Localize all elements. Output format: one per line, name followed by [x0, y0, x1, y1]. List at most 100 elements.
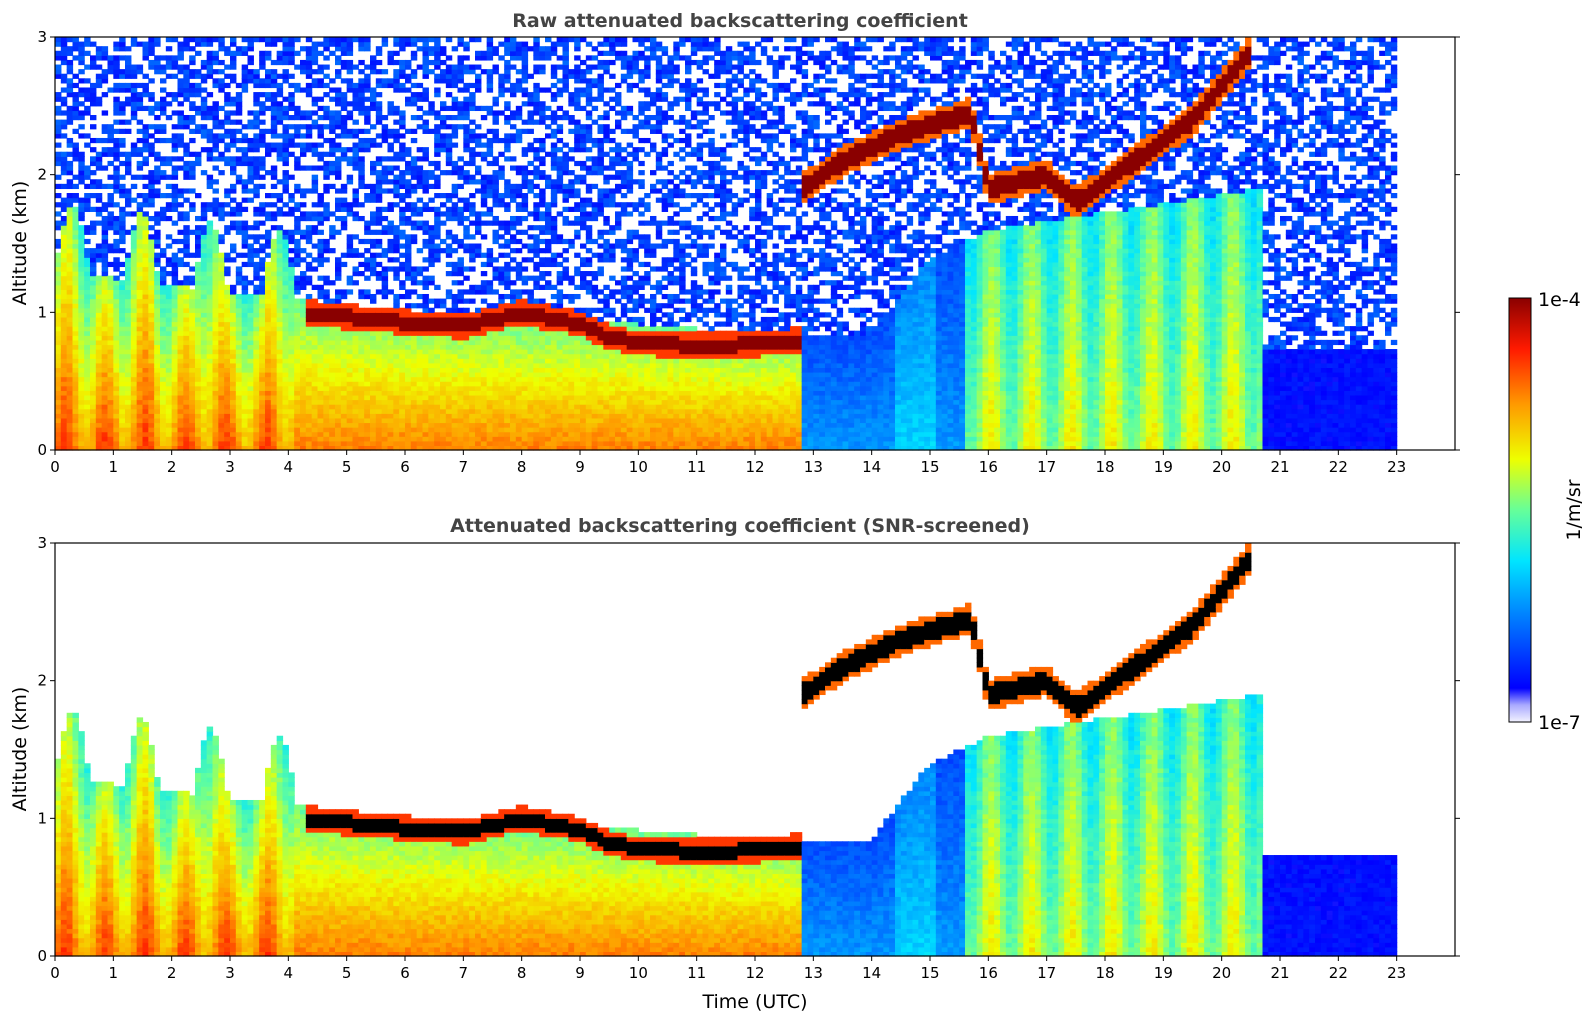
heatmap-cell [218, 377, 224, 382]
heatmap-cell [417, 198, 423, 203]
heatmap-cell [137, 335, 143, 340]
heatmap-cell [253, 101, 259, 106]
heatmap-cell [428, 436, 434, 441]
heatmap-cell [131, 271, 137, 276]
heatmap-cell [259, 285, 265, 290]
heatmap-cell [358, 202, 364, 207]
heatmap-cell [125, 87, 131, 92]
heatmap-cell [463, 418, 469, 423]
heatmap-cell [446, 69, 452, 74]
heatmap-cell [218, 432, 224, 437]
heatmap-cell [137, 239, 143, 244]
heatmap-cell [358, 271, 364, 276]
heatmap-cell [271, 422, 277, 427]
heatmap-cell [312, 211, 318, 216]
heatmap-cell [96, 340, 102, 345]
heatmap-cell [353, 92, 359, 97]
heatmap-cell [61, 285, 67, 290]
heatmap-cell [253, 234, 259, 239]
heatmap-cell [195, 276, 201, 281]
heatmap-cell [213, 147, 219, 152]
heatmap-cell [312, 367, 318, 372]
heatmap-cell [452, 422, 458, 427]
heatmap-cell [236, 354, 242, 359]
heatmap-cell [218, 133, 224, 138]
heatmap-cell [265, 354, 271, 359]
heatmap-cell [160, 276, 166, 281]
heatmap-cell [434, 60, 440, 65]
heatmap-cell [423, 74, 429, 79]
heatmap-cell [143, 308, 149, 313]
heatmap-cell [90, 358, 96, 363]
heatmap-cell [242, 138, 248, 143]
heatmap-cell [73, 230, 79, 235]
heatmap-cell [323, 211, 329, 216]
heatmap-cell [143, 129, 149, 134]
heatmap-cell [78, 46, 84, 51]
heatmap-cell [248, 165, 254, 170]
heatmap-cell [294, 418, 300, 423]
heatmap-cell [137, 422, 143, 427]
heatmap-cell [364, 441, 370, 446]
heatmap-cell [113, 120, 119, 125]
heatmap-cell [417, 184, 423, 189]
heatmap-cell [78, 413, 84, 418]
heatmap-cell [353, 271, 359, 276]
heatmap-cell [183, 230, 189, 235]
heatmap-cell [388, 156, 394, 161]
heatmap-cell [67, 432, 73, 437]
heatmap-cell [405, 418, 411, 423]
heatmap-cell [148, 436, 154, 441]
heatmap-cell [113, 418, 119, 423]
heatmap-cell [154, 436, 160, 441]
heatmap-cell [411, 413, 417, 418]
heatmap-cell [364, 147, 370, 152]
heatmap-cell [265, 78, 271, 83]
heatmap-cell [393, 129, 399, 134]
heatmap-cell [475, 377, 481, 382]
heatmap-cell [440, 372, 446, 377]
heatmap-cell [265, 143, 271, 148]
heatmap-cell [382, 326, 388, 331]
heatmap-cell [61, 221, 67, 226]
heatmap-cell [265, 106, 271, 111]
heatmap-cell [213, 230, 219, 235]
heatmap-cell [213, 165, 219, 170]
heatmap-cell [253, 335, 259, 340]
heatmap-cell [265, 409, 271, 414]
heatmap-cell [201, 257, 207, 262]
heatmap-cell [277, 381, 283, 386]
heatmap-cell [253, 386, 259, 391]
heatmap-cell [388, 386, 394, 391]
heatmap-cell [154, 308, 160, 313]
heatmap-cell [61, 87, 67, 92]
heatmap-cell [55, 193, 61, 198]
heatmap-cell [271, 377, 277, 382]
heatmap-cell [434, 78, 440, 83]
heatmap-cell [172, 308, 178, 313]
heatmap-cell [119, 193, 125, 198]
heatmap-cell [434, 340, 440, 345]
heatmap-cell [154, 349, 160, 354]
heatmap-cell [323, 386, 329, 391]
heatmap-cell [323, 276, 329, 281]
heatmap-cell [458, 101, 464, 106]
heatmap-cell [108, 248, 114, 253]
heatmap-cell [90, 299, 96, 304]
heatmap-cell [207, 312, 213, 317]
heatmap-cell [399, 216, 405, 221]
heatmap-cell [469, 161, 475, 166]
heatmap-cell [236, 207, 242, 212]
heatmap-cell [341, 441, 347, 446]
heatmap-cell [318, 65, 324, 70]
heatmap-cell [73, 129, 79, 134]
heatmap-cell [125, 69, 131, 74]
heatmap-cell [172, 97, 178, 102]
heatmap-cell [178, 349, 184, 354]
heatmap-cell [154, 299, 160, 304]
heatmap-cell [271, 372, 277, 377]
heatmap-cell [178, 280, 184, 285]
heatmap-cell [119, 161, 125, 166]
heatmap-cell [242, 239, 248, 244]
heatmap-cell [178, 248, 184, 253]
